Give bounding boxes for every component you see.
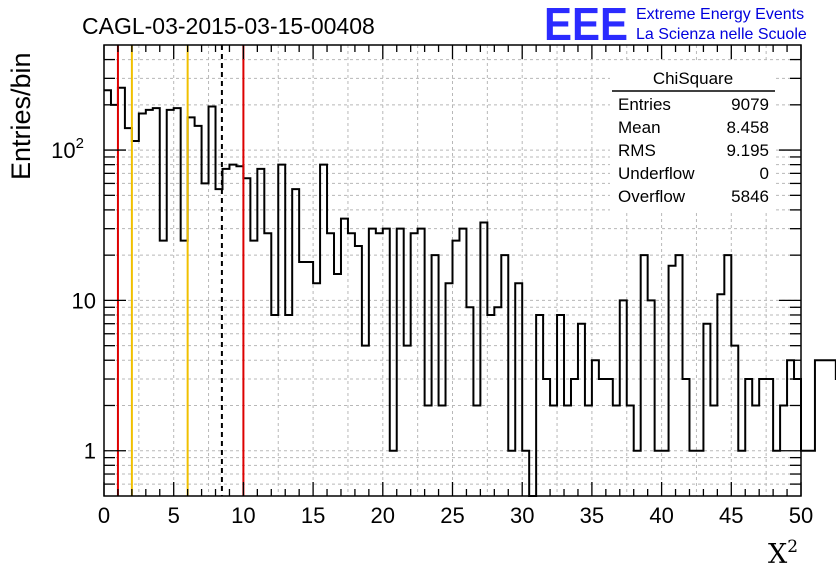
x-tick-label: 45 [719, 503, 743, 528]
stats-row-value: 9.195 [726, 141, 769, 160]
stats-row-value: 0 [760, 164, 769, 183]
stats-row-value: 8.458 [726, 118, 769, 137]
marker-lines [116, 45, 245, 496]
chart-title: CAGL-03-2015-03-15-00408 [82, 13, 375, 39]
eee-logo: EEE Extreme Energy Events La Scienza nel… [544, 0, 807, 50]
stats-row-label: Mean [618, 118, 661, 137]
x-tick-label: 30 [510, 503, 534, 528]
stats-row: Overflow 5846 [618, 187, 769, 206]
x-tick-label: 15 [301, 503, 325, 528]
y-tick-exponent: 2 [76, 135, 84, 152]
stats-box: ChiSquare Entries 9079 Mean 8.458 RMS 9.… [610, 62, 775, 212]
logo-line-2: La Scienza nelle Scuole [636, 26, 807, 43]
x-axis-label-superscript: 2 [787, 537, 798, 557]
x-tick-label: 40 [649, 503, 673, 528]
x-axis-label-main: X [768, 539, 788, 570]
y-tick-label: 102 [51, 135, 84, 163]
histogram-outline [104, 86, 836, 497]
stats-row-label: Entries [618, 95, 671, 114]
stats-row-value: 5846 [731, 187, 769, 206]
stats-row-label: Underflow [618, 164, 695, 183]
stats-row: Mean 8.458 [618, 118, 769, 137]
stats-row-label: RMS [618, 141, 656, 160]
stats-box-background [610, 62, 775, 212]
stats-row: Underflow 0 [618, 164, 769, 183]
stats-row-label: Overflow [618, 187, 686, 206]
logo-line-1: Extreme Energy Events [636, 6, 804, 23]
x-tick-label: 5 [168, 503, 180, 528]
x-tick-label: 0 [98, 503, 110, 528]
x-tick-label: 50 [789, 503, 813, 528]
y-axis-label: Entries/bin [6, 52, 36, 180]
x-tick-label: 20 [371, 503, 395, 528]
x-tick-label: 35 [580, 503, 604, 528]
x-axis-label: X2 [768, 537, 798, 570]
stats-row-value: 9079 [731, 95, 769, 114]
x-tick-label: 10 [231, 503, 255, 528]
y-tick-label: 10 [72, 288, 96, 313]
histogram [104, 86, 836, 497]
stats-row: RMS 9.195 [618, 141, 769, 160]
logo-eee: EEE [544, 0, 628, 50]
stats-row: Entries 9079 [618, 95, 769, 114]
stats-box-title: ChiSquare [653, 69, 733, 88]
x-tick-label: 25 [440, 503, 464, 528]
y-tick-label: 1 [84, 439, 96, 464]
